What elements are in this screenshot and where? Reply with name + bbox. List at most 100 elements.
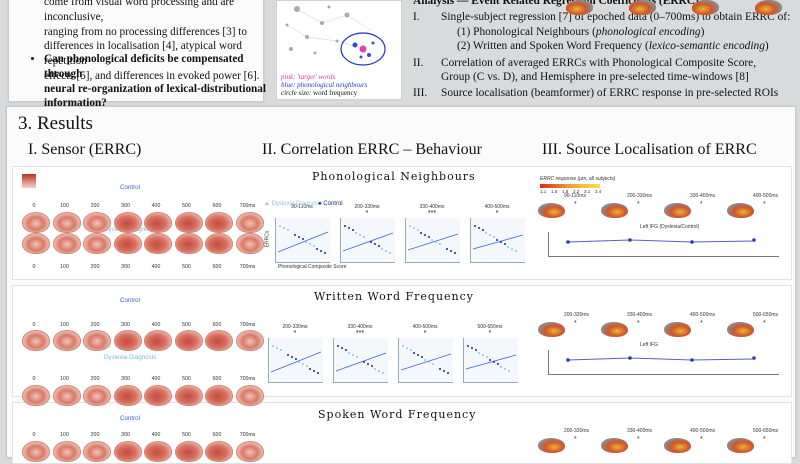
regression-line	[407, 233, 459, 251]
scatter-point	[352, 354, 354, 356]
legend-pink: pink: 'target' words	[281, 73, 335, 82]
scatter-point	[443, 370, 445, 372]
source-scale-tick: 2.2	[573, 189, 580, 194]
scatter-point	[504, 368, 506, 370]
source-point	[628, 238, 632, 242]
scatter-point	[471, 347, 473, 349]
scatterplot	[398, 338, 453, 383]
scatter-point	[475, 349, 477, 351]
source-star: *	[574, 436, 577, 443]
analysis-title: Analysis — Event Related Regression Coef…	[413, 0, 699, 7]
significance-stars: *	[495, 210, 499, 217]
intro-text: come from visual word processing and are…	[44, 0, 264, 84]
scatter-point	[280, 349, 282, 351]
scatter-point	[432, 363, 434, 365]
topomap-icon	[205, 330, 233, 351]
scatter-legend-dyslexia: ▲ Dyslexia Diagnosis	[264, 201, 323, 207]
source-star: *	[763, 201, 766, 208]
significance-stars: *	[293, 330, 297, 337]
intro-line: ranging from no processing differences […	[44, 25, 247, 38]
row-title: Spoken Word Frequency	[318, 408, 477, 421]
analysis-item: Group (C vs. D), and Hemisphere in pre-s…	[413, 70, 793, 84]
scatter-point	[417, 229, 419, 231]
source-line	[567, 239, 755, 243]
source-window-label: 400-500ms	[690, 312, 716, 318]
scatter-point	[467, 345, 469, 347]
topomap-icon	[52, 233, 81, 254]
scatter-point	[337, 345, 339, 347]
scatter-svg	[400, 345, 452, 374]
source-star: *	[574, 201, 577, 208]
analysis-text: Correlation of averaged ERRCs with Phono…	[441, 56, 757, 69]
scatter-point	[378, 370, 380, 372]
regression-line	[335, 352, 387, 372]
scatter-ylabel: ERRCs	[264, 230, 271, 248]
time-tick-label: 200	[90, 264, 100, 270]
topomap-icon	[205, 441, 233, 462]
topomap-icon	[22, 330, 50, 351]
time-tick-label: 300	[121, 376, 130, 382]
time-tick-label: 100	[60, 376, 69, 382]
scatter-point	[341, 347, 343, 349]
scatter-point	[313, 245, 315, 247]
scatter-point	[406, 347, 408, 349]
source-plot-label: Left IFG (Dyslexia/Control)	[640, 224, 700, 230]
source-point	[690, 358, 694, 362]
time-tick-label: 400	[151, 203, 161, 209]
topomap-icon	[144, 441, 172, 462]
scatterplot	[268, 338, 323, 383]
scatter-point	[317, 372, 319, 374]
scatter-point	[367, 363, 369, 365]
legend-blue-prefix: blue:	[281, 81, 296, 89]
topomap-icon	[144, 212, 172, 233]
scatterplot	[463, 338, 518, 383]
scatter-point	[352, 229, 354, 231]
neighbour-network-figure: pink: 'target' words blue: phonological …	[276, 0, 402, 100]
source-plot-label: Left IFG	[640, 342, 659, 348]
scatter-point	[309, 368, 311, 370]
scatter-point	[363, 236, 365, 238]
result-row-phonological	[12, 166, 792, 280]
column-heading-source: III. Source Localisation of ERRC	[542, 141, 757, 158]
scatterplot	[470, 218, 525, 263]
source-star: *	[637, 320, 640, 327]
scatter-point	[287, 229, 289, 231]
scatterplot	[340, 218, 395, 263]
regression-line	[270, 351, 322, 373]
scatter-svg	[465, 345, 517, 372]
source-window-label: 200-330ms	[564, 428, 590, 434]
topomap-icon	[113, 385, 142, 406]
time-tick-label: 600	[212, 432, 222, 438]
analysis-text-after: )	[700, 25, 705, 38]
column-heading-correlation: II. Correlation ERRC – Behaviour	[262, 141, 482, 158]
source-scale-tick: 1.5	[551, 189, 558, 194]
topomap-icon	[52, 385, 81, 406]
topomap-icon	[235, 330, 264, 351]
scatter-point	[489, 359, 491, 361]
scatter-window-label: 330-400ms	[347, 324, 373, 330]
scatter-point	[298, 236, 300, 238]
scatter-point	[424, 359, 426, 361]
source-window-label: 400-500ms	[753, 193, 779, 199]
scatter-point	[421, 356, 423, 358]
scatter-point	[272, 345, 274, 347]
scatter-point	[283, 227, 285, 229]
topomap-icon	[113, 330, 142, 351]
time-tick-label: 700ms	[239, 264, 256, 270]
scatter-svg	[277, 225, 329, 254]
source-window-label: 200-330ms	[564, 312, 590, 318]
scatter-point	[370, 241, 372, 243]
source-star: *	[637, 436, 640, 443]
legend-size-text: word frequency	[313, 89, 358, 97]
scatter-point	[515, 250, 517, 252]
scatter-point	[355, 232, 357, 234]
source-window-label: 90-110ms	[564, 193, 586, 199]
time-tick-label: 500	[182, 376, 191, 382]
source-point	[690, 240, 694, 244]
scatter-point	[324, 252, 326, 254]
topomap-icon	[52, 441, 81, 462]
regression-line	[400, 353, 452, 371]
analysis-text: Group (C vs. D), and Hemisphere in pre-s…	[441, 71, 749, 84]
legend-blue-text: phonological neighbours	[297, 81, 368, 89]
analysis-text: (1) Phonological Neighbours (	[457, 25, 596, 38]
